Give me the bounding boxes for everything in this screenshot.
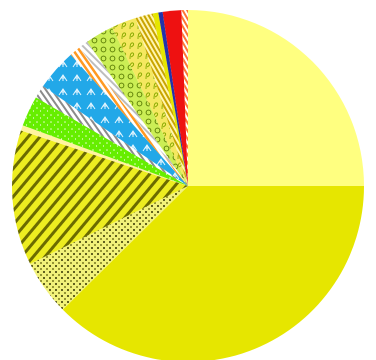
pie-slice-9 (70, 47, 188, 186)
pie-slice-1 (188, 10, 364, 186)
pie-slice-3 (30, 186, 188, 310)
pie-slice-14 (152, 12, 188, 187)
pie-slice-10 (79, 41, 188, 186)
pie-slice-7 (35, 86, 189, 186)
pie-slice-12 (112, 17, 188, 186)
pie-slice-17 (181, 10, 188, 186)
pie-slice-8 (43, 54, 189, 187)
pie-slice-5 (20, 125, 189, 186)
pie-slice-16 (162, 10, 188, 186)
pie-slice-2 (62, 186, 364, 360)
pie-slice-11 (87, 27, 188, 186)
pie-slice-15 (158, 11, 188, 186)
pie-slice-6 (22, 97, 189, 186)
pie-slices (11, 10, 364, 360)
pie-slice-13 (135, 13, 188, 186)
pie-slice-4 (11, 130, 189, 264)
